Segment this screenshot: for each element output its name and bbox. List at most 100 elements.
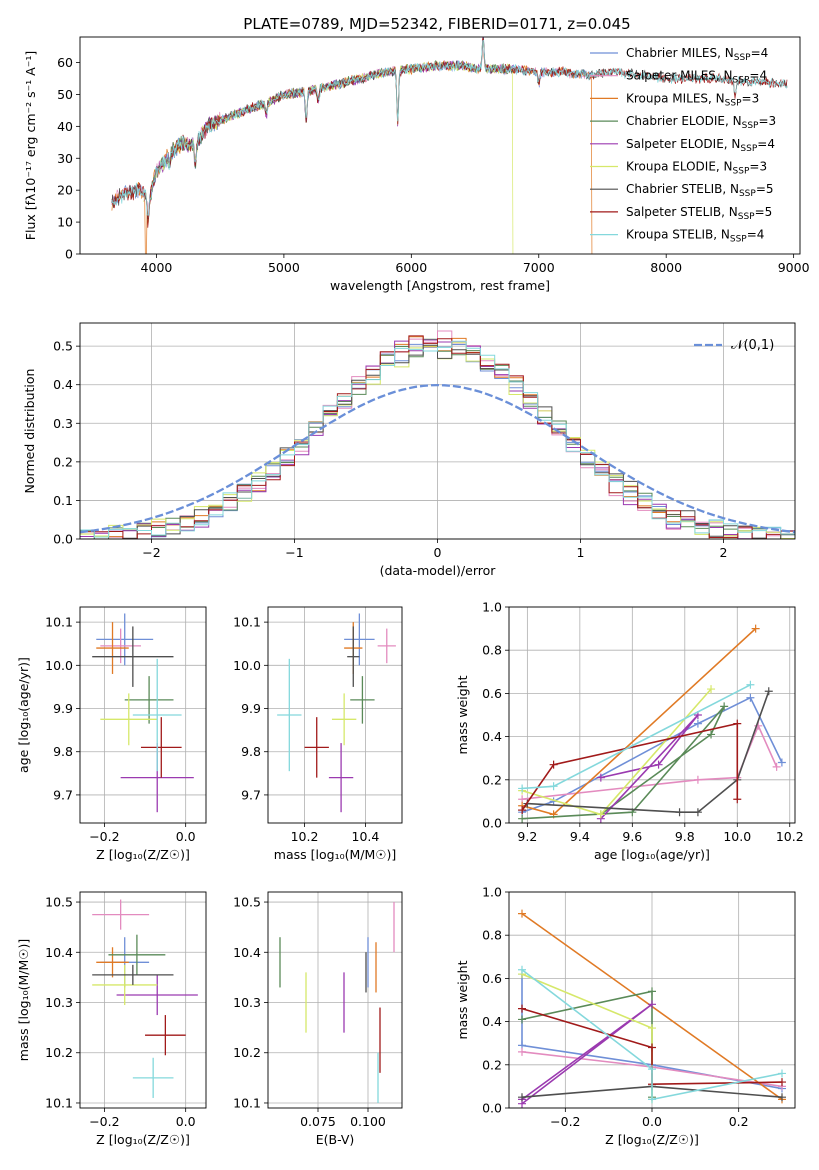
weight-line-salpeter-elodie-marker xyxy=(596,773,605,782)
x-tick-label: 2 xyxy=(720,545,728,560)
x-tick-label: 0.0 xyxy=(176,829,196,844)
weight-line-chabrier-elodie-marker xyxy=(518,1015,526,1024)
x-axis-label: Z [log₁₀(Z/Z☉)] xyxy=(605,1132,699,1147)
weight-line-salpeter-stelib-marker xyxy=(518,806,527,815)
x-tick-label: 7000 xyxy=(523,260,555,275)
axes-weight-vs-Z: −0.2 0.0 0.2 0.0 0.2 0.4 0.6 0.8 1.0 Z [log₁₀(Z/Z… xyxy=(455,885,796,1147)
y-tick-label: 0.2 xyxy=(482,1057,502,1072)
x-tick-label: −1 xyxy=(285,545,303,560)
axes-frame xyxy=(79,322,796,540)
weight-line-salpeter-stelib-marker xyxy=(518,1004,526,1013)
spectrum-line-salpeter-stelib xyxy=(111,38,788,228)
x-tick-label: 0.0 xyxy=(176,1114,196,1129)
weight-line-kroupa-stelib-marker xyxy=(648,1095,656,1104)
x-tick-label: 0.075 xyxy=(300,1114,336,1129)
weight-line-chabrier-stelib-marker xyxy=(518,1093,526,1102)
weight-line-salpeter-miles-marker xyxy=(518,1047,526,1056)
weight-line-salpeter-stelib-marker xyxy=(549,760,558,769)
y-tick-label: 10.2 xyxy=(45,1045,73,1060)
weight-line-chabrier-elodie-marker xyxy=(518,814,527,823)
weight-line-kroupa-miles-marker xyxy=(751,624,760,633)
y-tick-label: 0.0 xyxy=(482,816,502,831)
x-tick-label: 10.2 xyxy=(776,829,804,844)
legend-subscript: SSP xyxy=(734,53,751,63)
legend-label: Chabrier STELIB, NSSP=5 xyxy=(626,182,774,199)
axes-frame xyxy=(79,606,207,824)
weight-line-chabrier-stelib-marker xyxy=(675,808,684,817)
x-tick-label: 4000 xyxy=(141,260,173,275)
gaussian-curve xyxy=(80,383,795,534)
y-axis-label: mass weight xyxy=(455,675,470,754)
x-tick-label: 5000 xyxy=(268,260,300,275)
axes-age-vs-mass: 10.2 10.4 9.7 9.8 9.9 10.0 10.1 mass [log₁₀(M/M… xyxy=(233,606,403,862)
y-axis-label: mass weight xyxy=(455,960,470,1039)
y-tick-label: 9.7 xyxy=(241,787,261,802)
x-tick-label: 8000 xyxy=(650,260,682,275)
legend-count: =4 xyxy=(751,46,769,60)
weight-line-chabrier-stelib-marker xyxy=(764,687,773,696)
x-axis-label: Z [log₁₀(Z/Z☉)] xyxy=(96,847,190,862)
legend-subscript: SSP xyxy=(739,189,756,199)
legend-subscript: SSP xyxy=(738,212,755,222)
plot-area xyxy=(92,899,198,1098)
weight-line-kroupa-stelib-marker xyxy=(648,1065,656,1074)
y-tick-label: 0.3 xyxy=(53,416,73,431)
legend-label: Salpeter STELIB, NSSP=5 xyxy=(626,205,772,222)
weight-line-salpeter-stelib-marker xyxy=(648,1043,656,1052)
y-tick-label: 0.6 xyxy=(482,686,502,701)
legend-subscript: SSP xyxy=(730,235,747,245)
x-axis-label: (data-model)/error xyxy=(380,563,497,578)
legend-subscript: SSP xyxy=(740,144,757,154)
y-tick-label: 40 xyxy=(57,119,73,134)
legend-count: =4 xyxy=(747,228,765,242)
legend-label: 𝒩(0,1) xyxy=(731,338,774,353)
legend-label: Salpeter MILES, NSSP=4 xyxy=(626,69,767,86)
y-tick-label: 9.8 xyxy=(241,744,261,759)
axes-frame xyxy=(508,891,796,1109)
plot-area xyxy=(518,909,786,1108)
legend-subscript: SSP xyxy=(725,98,742,108)
y-tick-label: 0.6 xyxy=(482,971,502,986)
x-tick-label: 6000 xyxy=(395,260,427,275)
y-tick-label: 60 xyxy=(57,55,73,70)
legend-count: =3 xyxy=(749,160,767,174)
axes-mass-vs-Z: −0.2 0.0 10.1 10.2 10.3 10.4 10.5 Z [log₁₀(Z/Z☉… xyxy=(16,891,207,1147)
y-tick-label: 10.4 xyxy=(45,945,73,960)
y-tick-label: 0.2 xyxy=(53,454,73,469)
axes-frame xyxy=(79,891,207,1109)
weight-line-salpeter-elodie xyxy=(600,714,699,820)
y-tick-label: 9.9 xyxy=(241,701,261,716)
y-tick-label: 9.8 xyxy=(53,744,73,759)
legend-count: =5 xyxy=(755,205,773,219)
legend-label: Kroupa ELODIE, NSSP=3 xyxy=(626,160,767,177)
legend-subscript: SSP xyxy=(733,76,750,86)
weight-line-kroupa-stelib-marker xyxy=(746,680,755,689)
y-tick-label: 10.0 xyxy=(45,658,73,673)
y-axis-label: age [log₁₀(age/yr)] xyxy=(16,657,31,773)
weight-line-salpeter-miles-marker xyxy=(772,762,781,771)
axes-residuals: −2 −1 0 1 2 0.0 0.1 0.2 0.3 0.4 0.5 (data-model)/er… xyxy=(22,322,796,578)
weight-line-chabrier-elodie-marker xyxy=(707,730,716,739)
y-tick-label: 0.4 xyxy=(482,1014,502,1029)
legend-count: =3 xyxy=(742,91,760,105)
legend-count: =3 xyxy=(758,114,776,128)
y-tick-label: 10.1 xyxy=(45,615,73,630)
y-tick-label: 10.0 xyxy=(233,658,261,673)
weight-line-chabrier-miles-marker xyxy=(693,719,702,728)
x-tick-label: 9.4 xyxy=(570,829,590,844)
x-tick-label: 0 xyxy=(434,545,442,560)
weight-line-salpeter-elodie-marker xyxy=(654,760,663,769)
histogram-salpeter-stelib xyxy=(80,335,795,539)
y-tick-label: 0.0 xyxy=(482,1101,502,1116)
y-tick-label: 10.4 xyxy=(233,945,261,960)
x-tick-label: −0.2 xyxy=(550,1114,580,1129)
y-tick-label: 10.3 xyxy=(45,995,73,1010)
x-tick-label: 9.6 xyxy=(622,829,642,844)
y-tick-label: 30 xyxy=(57,151,73,166)
weight-line-chabrier-stelib-marker xyxy=(693,808,702,817)
axes-frame xyxy=(508,606,796,824)
plot-area xyxy=(277,613,396,813)
weight-line-kroupa-stelib-marker xyxy=(518,784,527,793)
legend-subscript: SSP xyxy=(733,167,750,177)
